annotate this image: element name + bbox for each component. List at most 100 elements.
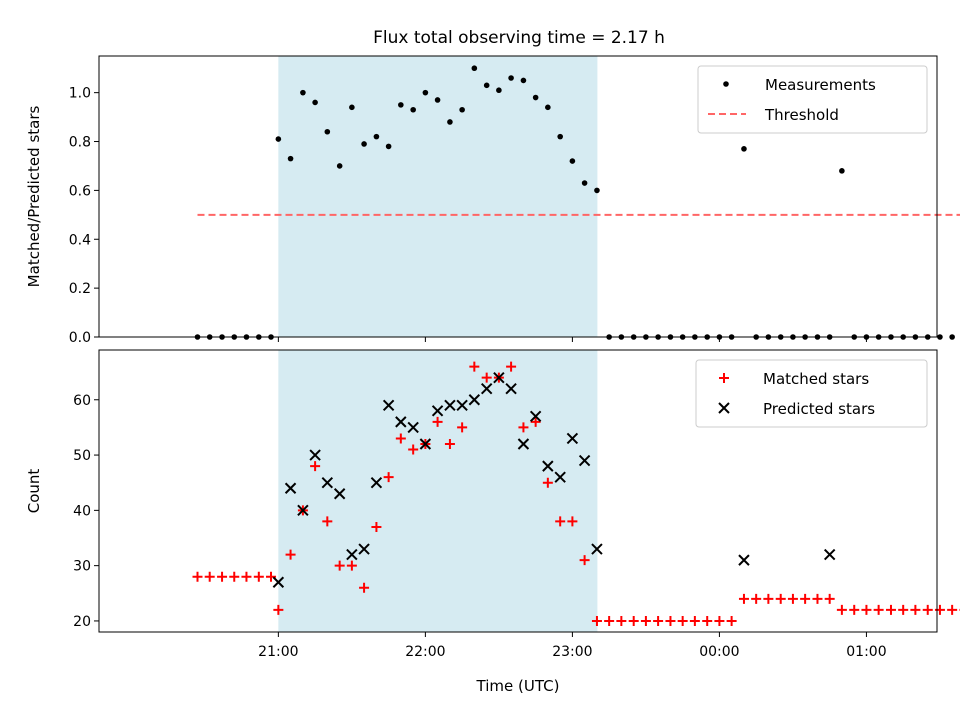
matched-stars-point: [217, 571, 228, 582]
measurements-point: [287, 155, 294, 162]
legend-box: [695, 359, 928, 428]
measurements-point: [385, 143, 392, 150]
measurements-point: [312, 99, 318, 106]
measurements-point: [508, 75, 514, 81]
predicted-stars-point: [493, 371, 505, 384]
predicted-stars-point: [566, 432, 579, 445]
matched-stars-point: [444, 439, 455, 449]
y-tick-label: 0.2: [69, 281, 91, 297]
y-axis-label: Matched/Predicted stars: [25, 106, 43, 288]
matched-stars-point: [824, 593, 835, 604]
legend-box: [697, 65, 928, 134]
matched-stars-point: [567, 516, 578, 527]
matched-stars-point: [616, 615, 627, 626]
y-tick-label: 0.4: [69, 232, 91, 248]
predicted-stars-point: [407, 421, 419, 434]
matched-stars-point: [922, 604, 933, 615]
observing-window-span: [278, 350, 598, 632]
predicted-stars-point: [468, 394, 481, 406]
measurements-point: [496, 87, 502, 94]
y-tick-label: 0.0: [69, 330, 91, 346]
chart-title: Flux total observing time = 2.17 h: [373, 28, 665, 48]
matched-stars-point: [229, 571, 240, 582]
predicted-stars-point: [444, 399, 456, 412]
matched-stars-point: [947, 604, 958, 615]
measurements-point: [349, 104, 355, 111]
predicted-stars-point: [272, 576, 285, 588]
predicted-stars-point: [529, 410, 542, 423]
axes-frame: [98, 349, 938, 633]
measurements-point: [275, 136, 282, 142]
measurements-point: [532, 94, 539, 101]
matched-stars-point: [542, 477, 553, 488]
matched-stars-point: [530, 416, 541, 427]
matched-stars-point: [285, 549, 296, 560]
x-tick-label: 23:00: [552, 644, 592, 660]
matched-stars-point: [836, 604, 847, 615]
axes-frame: [98, 55, 938, 338]
predicted-stars-point: [382, 399, 395, 412]
x-tick-label: 22:00: [405, 644, 445, 660]
matched-stars-point: [310, 461, 321, 472]
matched-stars-point: [665, 615, 676, 626]
measurements-point: [410, 106, 416, 113]
x-tick-label: 21:00: [258, 644, 298, 660]
matched-stars-point: [775, 593, 786, 604]
predicted-stars-point: [431, 405, 444, 417]
predicted-stars-point: [297, 504, 309, 517]
matched-stars-point: [481, 372, 492, 383]
matched-stars-point: [604, 615, 615, 626]
matched-stars-point: [885, 604, 896, 615]
measurements-point: [422, 89, 429, 96]
matched-stars-point: [910, 604, 921, 615]
matched-stars-point: [266, 571, 277, 582]
predicted-stars-point: [370, 476, 383, 489]
x-axis-label: Time (UTC): [476, 677, 560, 695]
predicted-stars-point: [321, 476, 334, 489]
matched-stars-point: [898, 604, 909, 615]
matched-stars-point: [555, 516, 566, 527]
y-tick-label: 30: [73, 559, 91, 575]
predicted-stars-point: [309, 449, 321, 461]
predicted-stars-point: [578, 454, 591, 467]
legend-label: Matched stars: [763, 370, 869, 388]
x-tick-label: 01:00: [846, 644, 886, 660]
predicted-stars-point: [480, 382, 493, 395]
measurements-point: [520, 77, 527, 84]
matched-stars-point: [714, 615, 725, 626]
y-tick-label: 0.6: [69, 183, 91, 199]
matched-stars-point: [763, 593, 774, 604]
measurements-point: [471, 65, 478, 72]
y-axis-label: Count: [25, 469, 43, 514]
matched-stars-point: [579, 555, 590, 566]
matched-stars-point: [800, 593, 811, 604]
predicted-stars-point: [358, 543, 370, 555]
measurements-point: [937, 334, 943, 340]
predicted-stars-point: [395, 416, 407, 428]
matched-stars-point: [591, 615, 602, 626]
matched-stars-point: [628, 615, 639, 626]
y-tick-label: 50: [73, 448, 91, 464]
matched-stars-point: [395, 433, 406, 444]
legend-marker-measurements: [723, 81, 729, 87]
matched-stars-point: [849, 604, 860, 615]
legend-marker-predicted: [718, 402, 730, 414]
matched-stars-point: [359, 582, 370, 593]
matched-stars-point: [640, 615, 651, 626]
star-count-panel: 20 30 40 50 60 21:00 22:00 23:00 00:00 01:00 Count…: [25, 349, 960, 695]
measurements-point: [447, 119, 453, 125]
matched-stars-point: [812, 593, 823, 604]
measurements-point: [373, 133, 380, 140]
legend-marker-matched: [719, 373, 729, 383]
matched-stars-point: [787, 593, 798, 604]
measurements-point: [557, 133, 563, 140]
measurements-point: [581, 180, 588, 186]
matched-stars-point: [432, 416, 443, 427]
legend-label: Threshold: [764, 106, 839, 124]
matched-stars-point: [346, 560, 357, 571]
matched-stars-point: [253, 571, 264, 582]
matched-stars-point: [861, 604, 872, 615]
matched-stars-point: [726, 615, 737, 626]
matched-stars-point: [738, 593, 749, 604]
measurements-point: [545, 104, 551, 111]
